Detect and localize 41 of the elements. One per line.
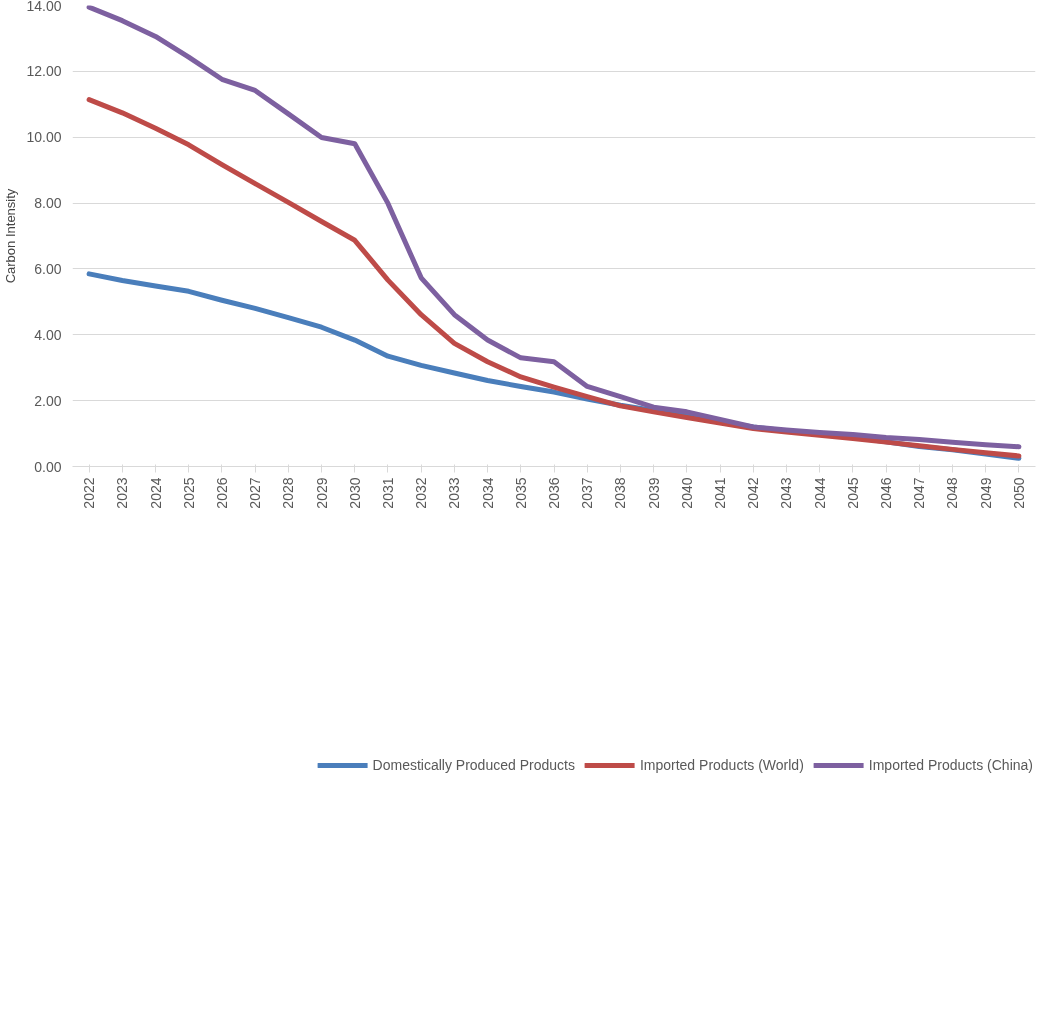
x-tick-label: 2029 xyxy=(313,477,330,509)
legend-label: Imported Products (World) xyxy=(639,757,804,773)
legend-label: Imported Products (China) xyxy=(868,757,1033,773)
x-tick-label: 2050 xyxy=(1010,477,1027,509)
y-tick-label: 14.00 xyxy=(26,0,62,14)
legend-label: Domestically Produced Products xyxy=(372,757,575,773)
x-tick-label: 2038 xyxy=(612,477,629,509)
x-tick-label: 2036 xyxy=(546,477,562,509)
y-axis-title: Carbon Intensity xyxy=(3,188,19,284)
y-tick-label: 12.00 xyxy=(26,63,62,80)
x-tick-label: 2024 xyxy=(147,477,164,509)
x-tick-label: 2034 xyxy=(479,477,496,509)
x-tick-label: 2048 xyxy=(944,477,961,509)
x-tick-label: 2041 xyxy=(712,477,729,509)
x-tick-label: 2037 xyxy=(579,477,596,509)
x-tick-label: 2047 xyxy=(911,477,928,509)
y-tick-label: 10.00 xyxy=(26,129,62,146)
x-tick-label: 2046 xyxy=(878,477,895,509)
y-tick-label: 8.00 xyxy=(34,195,62,212)
x-tick-label: 2031 xyxy=(379,477,396,509)
x-tick-label: 2022 xyxy=(81,477,98,509)
x-tick-label: 2030 xyxy=(346,477,363,509)
x-tick-label: 2027 xyxy=(247,477,264,509)
x-tick-label: 2032 xyxy=(413,477,430,509)
x-tick-label: 2025 xyxy=(180,477,197,509)
y-tick-label: 2.00 xyxy=(34,392,62,409)
x-tick-label: 2045 xyxy=(844,477,861,509)
x-tick-label: 2044 xyxy=(811,477,828,509)
x-tick-label: 2049 xyxy=(977,477,994,509)
y-tick-label: 4.00 xyxy=(34,326,62,343)
y-tick-label: 6.00 xyxy=(34,260,62,277)
x-tick-label: 2028 xyxy=(280,477,297,509)
y-tick-label: 0.00 xyxy=(34,458,62,475)
x-tick-label: 2026 xyxy=(213,477,230,509)
x-tick-label: 2023 xyxy=(114,477,131,509)
x-tick-label: 2039 xyxy=(645,477,662,509)
x-tick-label: 2040 xyxy=(678,477,695,509)
x-tick-label: 2043 xyxy=(778,477,795,509)
x-tick-label: 2042 xyxy=(745,477,762,509)
x-tick-label: 2035 xyxy=(512,477,529,509)
x-tick-label: 2033 xyxy=(446,477,463,509)
